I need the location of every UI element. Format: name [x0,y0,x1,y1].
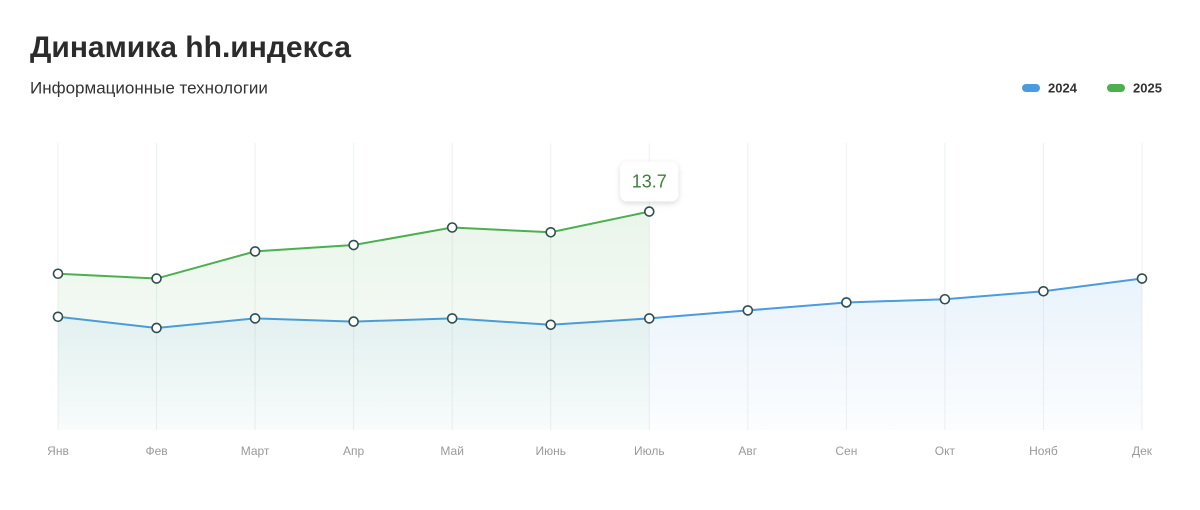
point [643,313,655,324]
point [348,316,359,327]
x-tick-label: Июнь [535,444,566,458]
point [151,273,162,284]
point [545,319,557,331]
point [249,246,261,257]
x-tick-label: Сен [835,444,857,458]
x-tick-label: Авг [738,444,757,458]
point [249,313,261,324]
x-tick-label: Март [241,444,270,458]
legend-swatch [1107,84,1125,92]
tooltip-value: 13.7 [632,171,667,191]
point [742,305,754,316]
point [939,293,951,305]
point [1136,273,1148,284]
tooltip [620,161,679,202]
point [52,311,64,323]
legend-swatch [1022,84,1040,92]
x-tick-label: Июль [634,444,665,458]
point [643,206,655,217]
point [841,297,852,308]
point [52,268,64,280]
legend-label: 2024 [1048,80,1078,95]
x-tick-label: Окт [935,444,956,458]
point [446,313,458,324]
point [545,226,557,238]
chart-title: Динамика hh.индекса [30,31,351,64]
x-tick-label: Нояб [1029,444,1058,458]
x-tick-label: Апр [343,444,365,458]
x-tick-label: Янв [47,444,69,458]
point [1038,285,1049,297]
legend-label: 2025 [1133,80,1162,95]
x-tick-label: Дек [1132,444,1153,458]
x-tick-label: Май [440,444,464,458]
point [446,222,458,233]
point [348,239,359,251]
point [151,322,162,334]
chart-subtitle: Информационные технологии [30,78,268,97]
x-tick-label: Фев [145,444,167,458]
